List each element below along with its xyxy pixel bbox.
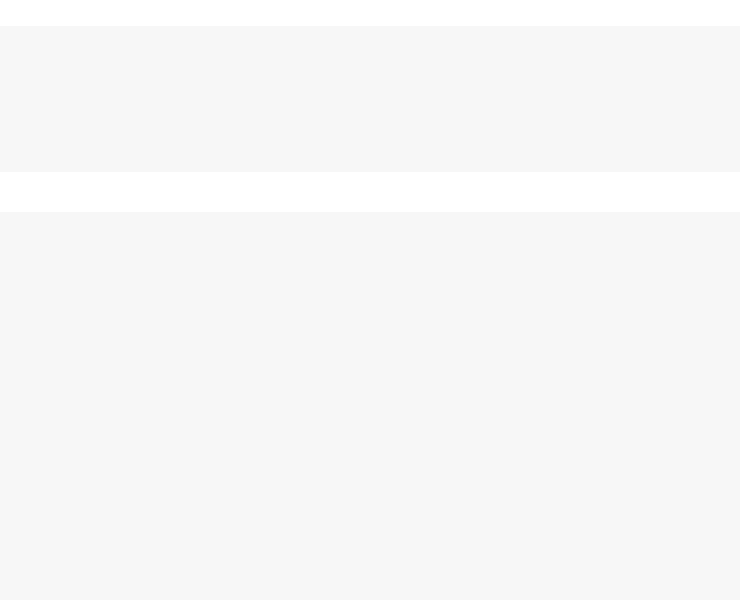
charts <box>0 212 740 600</box>
header <box>0 0 740 26</box>
forecast-strip <box>0 26 740 172</box>
